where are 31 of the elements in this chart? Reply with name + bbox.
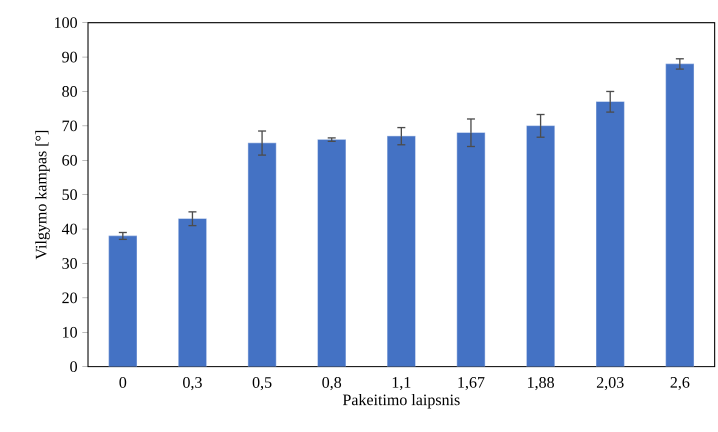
y-tick-label: 10 [63, 326, 77, 338]
bar [387, 136, 416, 367]
y-tick-label: 70 [62, 120, 77, 132]
y-tick-label: 90 [62, 52, 77, 62]
x-axis-title: Pakeitimo laipsnis [342, 394, 460, 408]
x-tick-label: 1,67 [458, 377, 484, 390]
x-tick-label: 2,03 [596, 377, 624, 390]
bar [596, 102, 624, 367]
y-tick-label: 40 [62, 224, 77, 234]
x-tick-label: 0,8 [322, 377, 342, 390]
bar [456, 132, 486, 367]
bar [666, 64, 694, 367]
x-tick-label: 0 [119, 377, 126, 388]
x-tick-label: 0,3 [183, 377, 202, 390]
x-tick-label: 1,1 [392, 377, 410, 390]
x-tick-label: 2,6 [670, 377, 690, 390]
y-tick-label: 80 [62, 86, 77, 97]
x-tick-label: 0,5 [252, 377, 272, 390]
y-tick-label: 30 [62, 258, 77, 269]
bar [108, 236, 138, 367]
y-tick-label: 100 [55, 17, 77, 28]
bar [178, 218, 207, 367]
y-tick-label: 20 [62, 292, 77, 304]
y-tick-label: 0 [70, 361, 77, 372]
y-tick-label: 50 [62, 189, 77, 200]
bar [526, 126, 555, 367]
bar [248, 142, 276, 367]
y-tick-label: 60 [62, 154, 77, 166]
bar [318, 139, 346, 367]
x-tick-label: 1,88 [528, 377, 554, 390]
y-axis-title: Vilgymo kampas [°] [35, 130, 50, 260]
